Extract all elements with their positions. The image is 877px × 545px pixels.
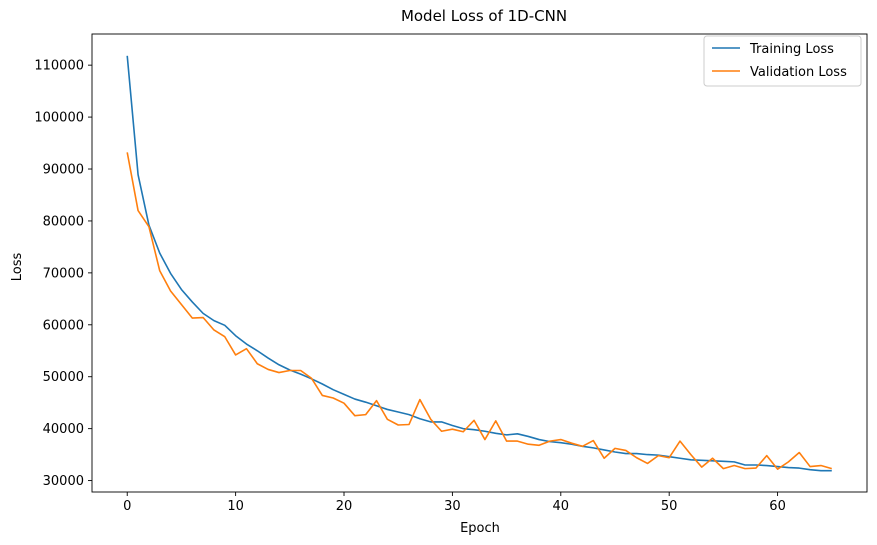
y-tick-label-3: 60000	[43, 318, 84, 333]
series-layer	[126, 55, 832, 472]
x-tick-label-6: 60	[769, 499, 786, 514]
x-axis-label: Epoch	[460, 521, 500, 536]
series-line-0	[126, 55, 832, 472]
x-tick-label-2: 20	[336, 499, 353, 514]
y-tick-label-8: 110000	[34, 59, 84, 74]
x-tick-label-1: 10	[227, 499, 244, 514]
x-tick-label-0: 0	[123, 499, 131, 514]
legend-label-1: Validation Loss	[750, 65, 847, 80]
x-tick-label-5: 50	[661, 499, 678, 514]
y-tick-label-7: 100000	[34, 111, 84, 126]
x-tick-label-3: 30	[444, 499, 461, 514]
y-tick-label-5: 80000	[43, 214, 84, 229]
axes-layer: 0 10 20 30 40 50 60 30000 40000 50000 60000 70000 80…	[34, 33, 868, 514]
y-axis-label: Loss	[10, 253, 25, 282]
series-line-1	[126, 152, 832, 470]
axes-frame	[91, 33, 868, 493]
x-tick-label-4: 40	[553, 499, 570, 514]
y-tick-label-2: 50000	[43, 370, 84, 385]
chart-title: Model Loss of 1D-CNN	[401, 7, 567, 25]
y-tick-label-4: 70000	[43, 266, 84, 281]
y-tick-label-6: 90000	[43, 163, 84, 178]
legend-label-0: Training Loss	[749, 42, 834, 57]
y-tick-label-1: 40000	[43, 422, 84, 437]
y-tick-label-0: 30000	[43, 474, 84, 489]
legend: Training Loss Validation Loss	[703, 35, 862, 87]
legend-box	[703, 35, 862, 87]
